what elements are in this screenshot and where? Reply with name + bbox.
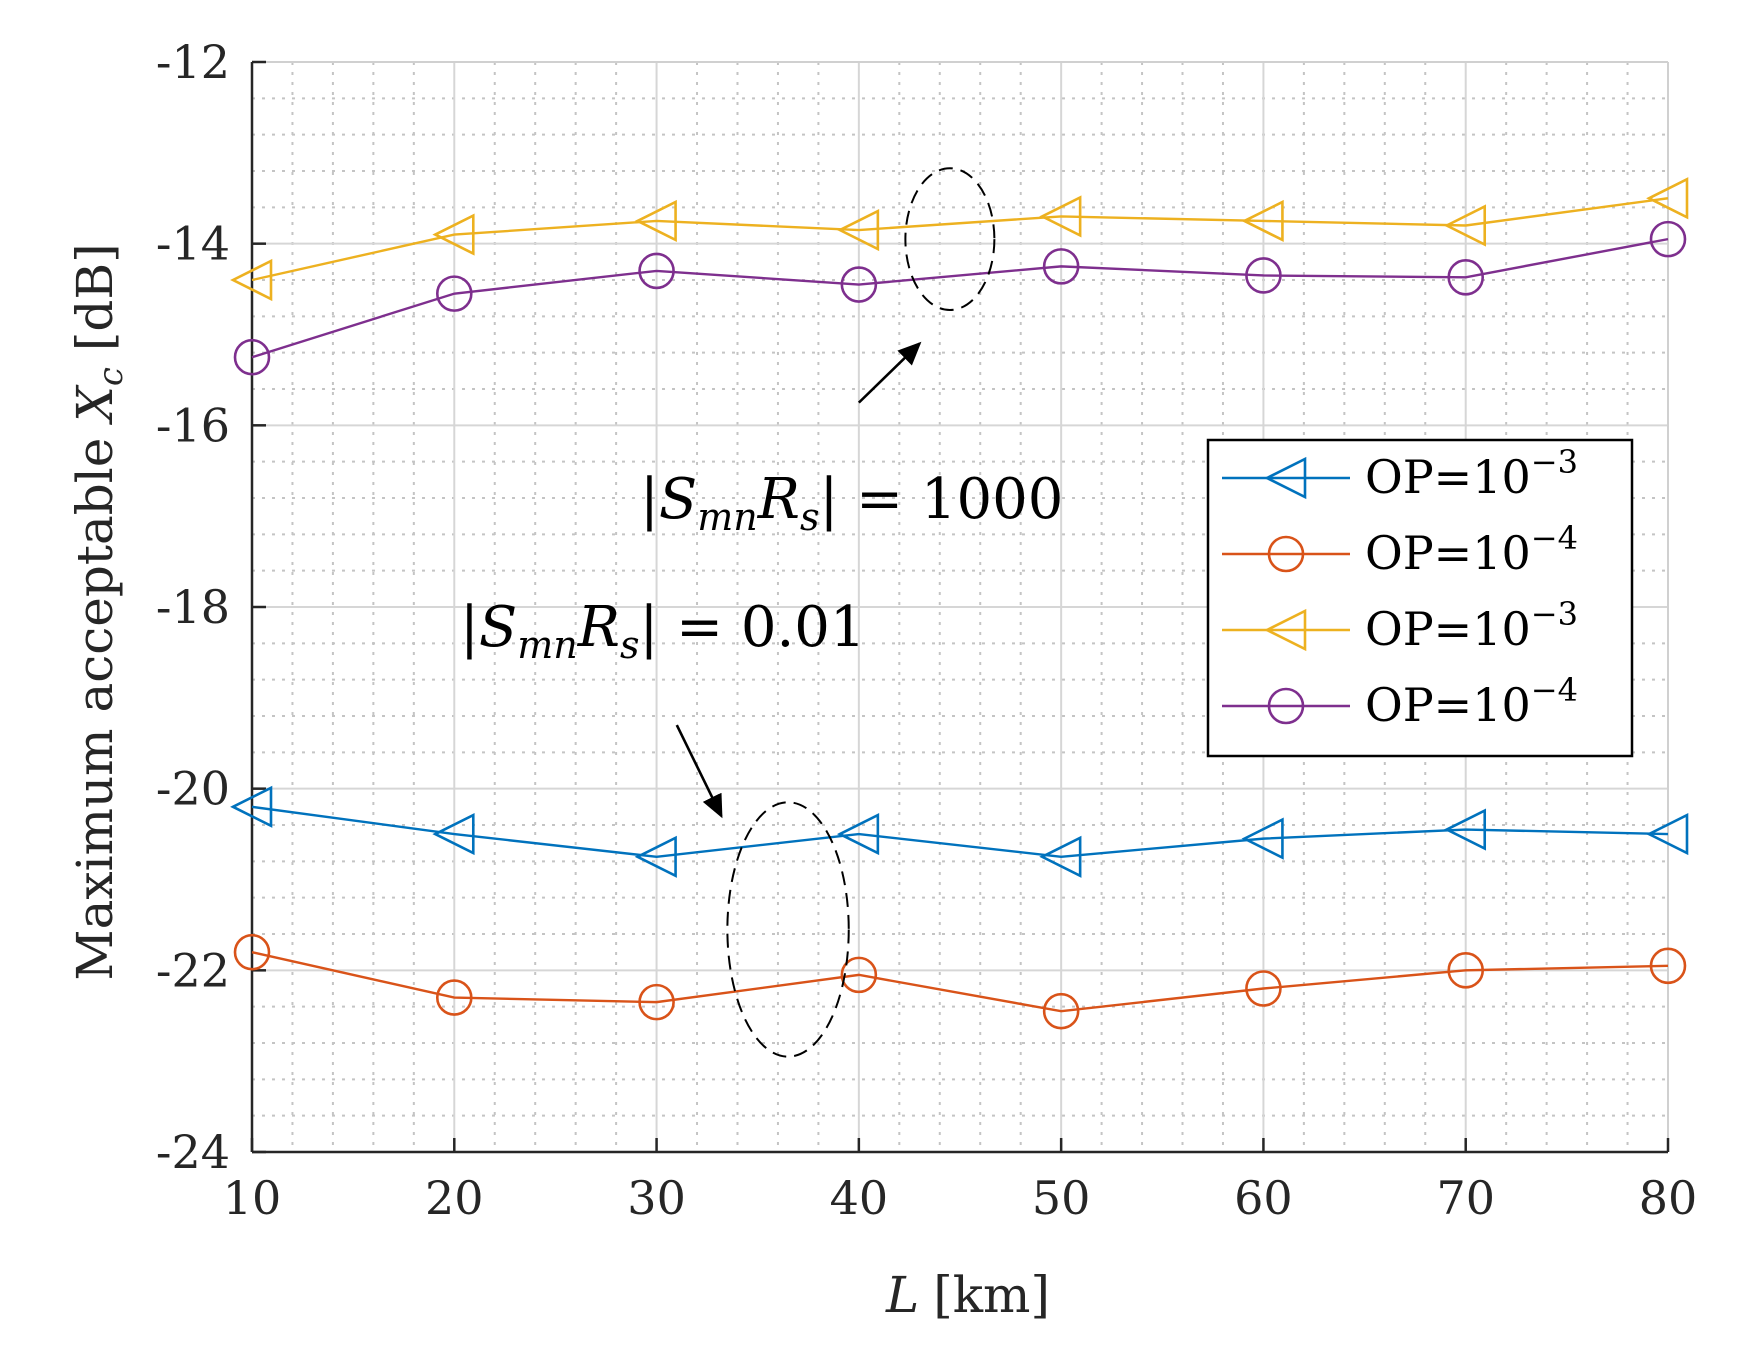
data-point [1042,992,1080,1030]
data-point [638,983,675,1021]
legend-marker [1264,608,1307,652]
series-3 [230,177,1689,302]
data-point [233,338,271,376]
data-point [1443,204,1487,247]
x-tick-label: 10 [223,1171,282,1225]
y-axis-label-var: X [66,384,124,426]
y-axis-label-prefix: Maximum acceptable [66,422,124,981]
data-point [1649,220,1687,258]
legend-label-1: OP=10−3 [1365,443,1578,504]
x-tick-label: 30 [627,1171,686,1225]
x-axis-label-var: L [885,1266,919,1324]
legend-box [1206,438,1634,758]
series-line [251,805,1669,858]
series-layer [230,177,1689,1030]
data-point [840,266,878,303]
x-axis-label-unit: [km] [933,1266,1050,1324]
series-line [251,197,1669,282]
data-point [1646,812,1689,856]
legend-marker [1267,535,1305,573]
legend-entry-3 [1222,608,1350,652]
legend-label-4: OP=10−4 [1365,671,1578,732]
y-tick-label: -16 [156,398,230,452]
legend-label-2: OP=10−4 [1365,519,1578,580]
data-point [1241,817,1284,860]
data-point [1447,952,1485,989]
data-point [1649,947,1687,985]
data-point [230,258,273,302]
x-tick-label: 20 [425,1171,484,1225]
legend: OP=10−3 OP=10−4 OP=10−3 OP=10−4 [1206,438,1634,758]
y-axis-label-sub: c [91,367,131,386]
data-point [1039,195,1082,238]
y-tick-label: -20 [156,762,230,816]
legend-marker [1267,687,1305,725]
legend-entry-4 [1222,687,1350,725]
data-point [836,208,880,252]
data-point [1245,970,1282,1007]
data-point [1447,258,1485,296]
data-point [1042,248,1080,285]
data-point [432,213,475,256]
data-point [1646,177,1689,220]
annotation-arrow [675,724,723,819]
data-point [435,979,473,1016]
x-tick-label: 40 [830,1171,889,1225]
annotation-label-1000: |SmnRs| = 1000 [640,467,1063,539]
annotation-layer [675,167,996,1058]
series-1 [230,785,1689,878]
data-point [1245,257,1282,294]
annotation-label-0-01: |SmnRs| = 0.01 [460,595,866,667]
y-tick-label: -18 [156,580,230,634]
annotation-arrow [857,341,922,404]
annotation-ellipse [904,167,996,311]
legend-entry-2 [1222,535,1350,573]
legend-label-3: OP=10−3 [1365,595,1578,656]
series-line [251,237,1669,359]
data-point [435,275,473,312]
annotation-texts: |SmnRs| = 1000 |SmnRs| = 0.01 [460,467,1063,667]
legend-entry-1 [1222,456,1350,500]
legend-marker [1264,456,1307,500]
data-point [1241,199,1284,243]
legend-entries [1222,456,1350,725]
y-axis-label-unit: [dB] [66,243,124,367]
series-2 [233,933,1687,1030]
data-point [836,812,880,856]
series-4 [233,220,1687,376]
annotation-ellipse [726,801,850,1058]
y-tick-label: -14 [156,217,230,271]
data-point [840,956,878,994]
data-point [634,199,677,243]
y-axis-label: Maximum acceptable Xc [dB] [66,243,131,980]
x-axis-label: L [km] [885,1266,1050,1324]
series-line [251,950,1669,1013]
y-tick-label: -12 [156,35,230,89]
data-point [634,835,677,878]
data-point [230,785,273,828]
data-point [1443,808,1487,851]
y-tick-label: -24 [156,1125,230,1179]
x-tick-label: 70 [1436,1171,1495,1225]
y-tick-labels: -24 -22 -20 -18 -16 -14 -12 [156,35,230,1179]
data-point [638,252,675,290]
y-tick-label: -22 [156,943,230,997]
data-point [432,812,475,856]
x-tick-labels: 10 20 30 40 50 60 70 80 [223,1171,1698,1225]
x-tick-label: 60 [1234,1171,1293,1225]
data-point [1039,835,1082,878]
x-tick-label: 50 [1032,1171,1091,1225]
x-tick-label: 80 [1639,1171,1698,1225]
data-point [233,933,271,971]
